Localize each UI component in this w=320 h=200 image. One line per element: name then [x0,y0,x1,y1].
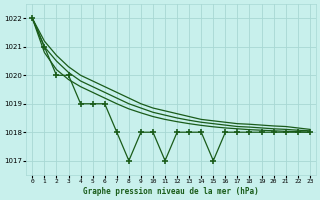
X-axis label: Graphe pression niveau de la mer (hPa): Graphe pression niveau de la mer (hPa) [83,187,259,196]
